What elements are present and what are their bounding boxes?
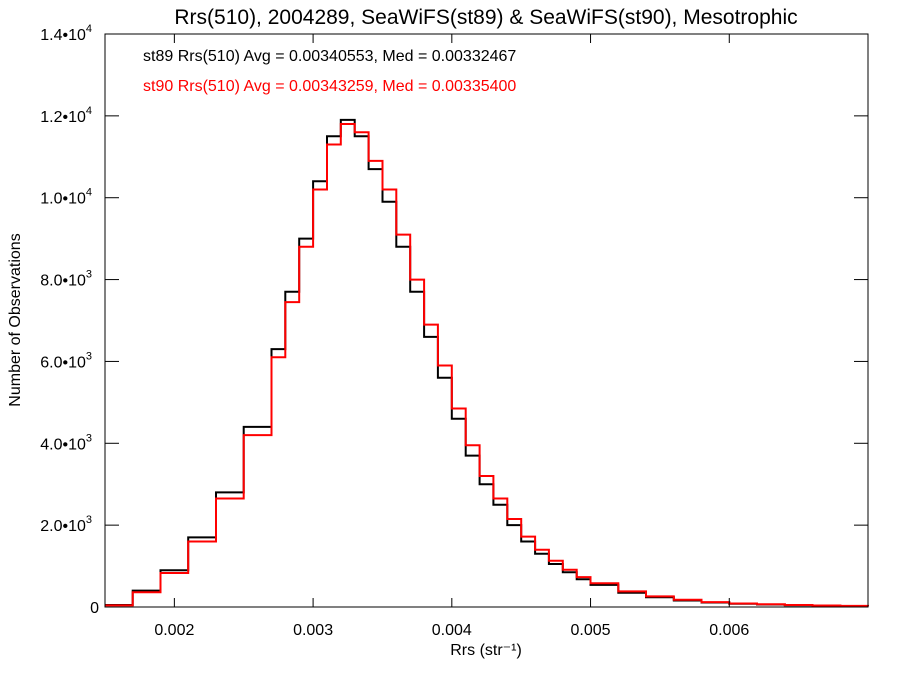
y-axis-ticks: 0 2.0•103 4.0•103 6.0•103 8.0•103 1.0•104 1.2•… <box>40 23 868 617</box>
series-line-1 <box>105 123 869 607</box>
x-tick-label: 0.002 <box>154 622 194 639</box>
y-tick-label: 4.0•103 <box>40 432 92 453</box>
chart-title: Rrs(510), 2004289, SeaWiFS(st89) & SeaWi… <box>174 6 797 29</box>
x-axis-label: Rrs (str⁻¹) <box>450 642 522 659</box>
y-tick-label: 1.0•104 <box>40 187 92 208</box>
x-tick-label: 0.006 <box>709 622 749 639</box>
x-axis-ticks: 0.002 0.003 0.004 0.005 0.006 <box>154 34 749 639</box>
y-tick-label: 8.0•103 <box>40 269 92 290</box>
annotation-st90: st90 Rrs(510) Avg = 0.00343259, Med = 0.… <box>143 78 516 95</box>
y-tick-label: 0 <box>90 600 99 617</box>
x-tick-label: 0.003 <box>293 622 333 639</box>
plot-frame <box>104 33 869 608</box>
y-tick-label: 2.0•103 <box>40 514 92 535</box>
y-tick-label: 1.4•104 <box>40 23 92 44</box>
annotation-st89: st89 Rrs(510) Avg = 0.00340553, Med = 0.… <box>143 48 516 65</box>
series-line-0 <box>105 118 869 607</box>
series-layer <box>105 118 869 607</box>
y-tick-label: 6.0•103 <box>40 350 92 371</box>
x-tick-label: 0.005 <box>571 622 611 639</box>
x-tick-label: 0.004 <box>432 622 472 639</box>
y-tick-label: 1.2•104 <box>40 105 92 126</box>
y-axis-label: Number of Observations <box>7 233 24 406</box>
